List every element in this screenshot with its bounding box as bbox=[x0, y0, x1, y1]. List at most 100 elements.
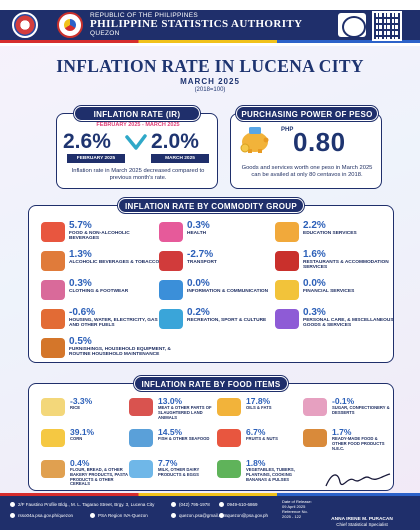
commodity-item: 0.3% HEALTH bbox=[159, 220, 271, 246]
release-label: Date of Release: bbox=[282, 499, 312, 504]
email-icon bbox=[171, 513, 176, 518]
commodity-label: ALCOHOLIC BEVERAGES & TOBACCO bbox=[69, 260, 160, 265]
meat-icon bbox=[129, 398, 153, 416]
ir-mar-label: MARCH 2025 bbox=[151, 154, 209, 163]
commodity-item: 0.3% CLOTHING & FOOTWEAR bbox=[41, 278, 153, 304]
page-title: INFLATION RATE IN LUCENA CITY bbox=[56, 56, 364, 76]
commodity-panel: 5.7% FOOD & NON-ALCOHOLIC BEVERAGES 0.3% HE… bbox=[28, 205, 394, 363]
basket-icon bbox=[41, 222, 65, 242]
sugar-icon bbox=[303, 398, 327, 416]
header-province: QUEZON bbox=[90, 30, 120, 37]
ppp-header: PURCHASING POWER OF PESO (PPP) bbox=[236, 106, 378, 134]
food-item: -3.3% RICE bbox=[41, 396, 127, 424]
commodity-label: RECREATION, SPORT & CULTURE bbox=[187, 318, 267, 323]
phone-icon bbox=[171, 502, 176, 507]
oil-icon bbox=[217, 398, 241, 416]
sports-icon bbox=[159, 309, 183, 329]
footer-email1[interactable]: quezon.psa@gmail.com bbox=[179, 513, 228, 518]
ir-feb-label: FEBRUARY 2025 bbox=[67, 154, 125, 163]
food-value: 1.7% bbox=[332, 427, 352, 437]
first-aid-icon bbox=[159, 222, 183, 242]
commodity-item: 1.3% ALCOHOLIC BEVERAGES & TOBACCO bbox=[41, 249, 159, 275]
food-item: 39.1% CORN bbox=[41, 427, 127, 455]
base-year: (2018=100) bbox=[194, 87, 226, 93]
food-label: FRUITS & NUTS bbox=[246, 436, 278, 441]
food-item: 7.7% MILK, OTHER DAIRY PRODUCTS & EGGS bbox=[129, 458, 215, 486]
commodity-value: 2.2% bbox=[303, 220, 326, 231]
email-icon-2 bbox=[219, 513, 224, 518]
mobile-icon bbox=[219, 502, 224, 507]
footer-email2[interactable]: quezon@psa.gov.ph bbox=[227, 513, 269, 518]
footer-phone1: (042) 795-1978 bbox=[179, 502, 210, 507]
ir-header: INFLATION RATE (IR) bbox=[74, 106, 200, 121]
fruit-icon bbox=[217, 429, 241, 447]
ppp-currency: PHP bbox=[281, 127, 294, 133]
bread-icon bbox=[41, 460, 65, 478]
release-info: Date of Release: 09 April 2025 Reference… bbox=[282, 499, 312, 519]
car-icon bbox=[159, 251, 183, 271]
ppp-card: PHP 0.80 Goods and services worth one pe… bbox=[230, 113, 382, 189]
web-icon bbox=[10, 513, 15, 518]
commodity-value: 0.3% bbox=[69, 278, 92, 289]
signatory-name: ANNA IRENE M. PURACAN bbox=[331, 517, 393, 522]
books-icon bbox=[275, 222, 299, 242]
food-label: CORN bbox=[70, 436, 83, 441]
food-item: 13.0% MEAT & OTHER PARTS OF SLAUGHTERED L… bbox=[129, 396, 215, 424]
commodity-value: 0.2% bbox=[187, 307, 210, 318]
commodity-label: FINANCIAL SERVICES bbox=[303, 289, 355, 294]
commodity-item: 0.5% FURNISHINGS, HOUSEHOLD EQUIPMENT, & … bbox=[41, 336, 171, 362]
clothing-icon bbox=[41, 280, 65, 300]
personal-care-icon bbox=[275, 309, 299, 329]
commodity-label: HOUSING, WATER, ELECTRICITY, GAS AND OTH… bbox=[69, 318, 158, 329]
food-value: 13.0% bbox=[158, 396, 183, 406]
food-value: -3.3% bbox=[70, 396, 93, 406]
header-text: REPUBLIC OF THE PHILIPPINES PHILIPPINE S… bbox=[90, 12, 303, 37]
rice-icon bbox=[41, 398, 65, 416]
commodity-value: -2.7% bbox=[187, 249, 214, 260]
reference-label: Reference No. bbox=[282, 509, 308, 514]
commodity-value: 1.6% bbox=[303, 249, 326, 260]
commodity-label: FOOD & NON-ALCOHOLIC BEVERAGES bbox=[69, 231, 130, 242]
footer: 2/F Faustino Profile Bldg., M. L. Tagara… bbox=[0, 493, 420, 530]
food-item: 1.8% VEGETABLES, TUBERS, PLANTAINS, COOKI… bbox=[217, 458, 303, 486]
footer-website[interactable]: rsso04a.psa.gov.ph/quezon bbox=[18, 513, 73, 518]
sofa-icon bbox=[41, 338, 65, 358]
food-label: RICE bbox=[70, 405, 81, 410]
commodity-item: 0.2% RECREATION, SPORT & CULTURE bbox=[159, 307, 271, 333]
commodity-value: -0.6% bbox=[69, 307, 96, 318]
food-value: 39.1% bbox=[70, 427, 95, 437]
commodity-item: 5.7% FOOD & NON-ALCOHOLIC BEVERAGES bbox=[41, 220, 153, 246]
ready-food-icon bbox=[303, 429, 327, 447]
commodity-label: RESTAURANTS & ACCOMMODATION SERVICES bbox=[303, 260, 389, 271]
ir-feb-value: 2.6% bbox=[63, 130, 111, 153]
commodity-item: -2.7% TRANSPORT bbox=[159, 249, 271, 275]
commodity-label: INFORMATION & COMMUNICATION bbox=[187, 289, 269, 294]
food-item: 1.7% READY-MADE FOOD & OTHER FOOD PRODUCT… bbox=[303, 427, 389, 455]
ir-note: Inflation rate in March 2025 decreased c… bbox=[71, 168, 205, 181]
reference-number: 2025 - 122 bbox=[282, 514, 302, 519]
header: REPUBLIC OF THE PHILIPPINES PHILIPPINE S… bbox=[0, 0, 420, 46]
milk-icon bbox=[129, 460, 153, 478]
commodity-item: 2.2% EDUCATION SERVICES bbox=[275, 220, 387, 246]
inflation-rate-card: FEBRUARY 2025 - MARCH 2025 2.6% 2.0% FEB… bbox=[56, 113, 218, 189]
iso-certification-icon bbox=[338, 13, 366, 38]
ir-mar-value: 2.0% bbox=[151, 130, 199, 153]
commodity-label: CLOTHING & FOOTWEAR bbox=[69, 289, 129, 294]
food-label: FLOUR, BREAD, & OTHER BAKERY PRODUCTS, P… bbox=[70, 467, 128, 487]
food-item: 0.4% FLOUR, BREAD, & OTHER BAKERY PRODUCT… bbox=[41, 458, 128, 487]
commodity-value: 0.0% bbox=[187, 278, 210, 289]
commodity-item: 0.0% FINANCIAL SERVICES bbox=[275, 278, 387, 304]
money-icon bbox=[275, 280, 299, 300]
commodity-value: 0.3% bbox=[303, 307, 326, 318]
bottle-icon bbox=[41, 251, 65, 271]
food-label: MILK, OTHER DAIRY PRODUCTS & EGGS bbox=[158, 467, 200, 477]
footer-address: 2/F Faustino Profile Bldg., M. L. Tagara… bbox=[18, 502, 155, 507]
commodity-item: 0.3% PERSONAL CARE, & MISCELLANEOUS GOODS… bbox=[275, 307, 394, 333]
food-value: 0.4% bbox=[70, 458, 90, 468]
food-item: 6.7% FRUITS & NUTS bbox=[217, 427, 303, 455]
footer-fb-page[interactable]: PSA Region IVA-Quezon bbox=[98, 513, 148, 518]
page-subtitle: MARCH 2025 bbox=[180, 77, 240, 86]
ppp-value: 0.80 bbox=[293, 127, 346, 157]
piggy-bank-icon bbox=[240, 127, 269, 153]
